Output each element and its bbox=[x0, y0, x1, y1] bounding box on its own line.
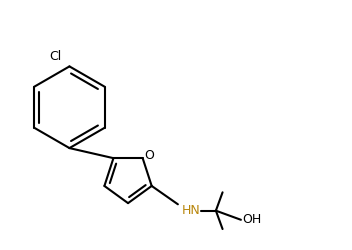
Text: Cl: Cl bbox=[49, 50, 61, 63]
Text: HN: HN bbox=[182, 204, 201, 217]
Text: O: O bbox=[144, 149, 154, 162]
Text: OH: OH bbox=[243, 213, 262, 226]
